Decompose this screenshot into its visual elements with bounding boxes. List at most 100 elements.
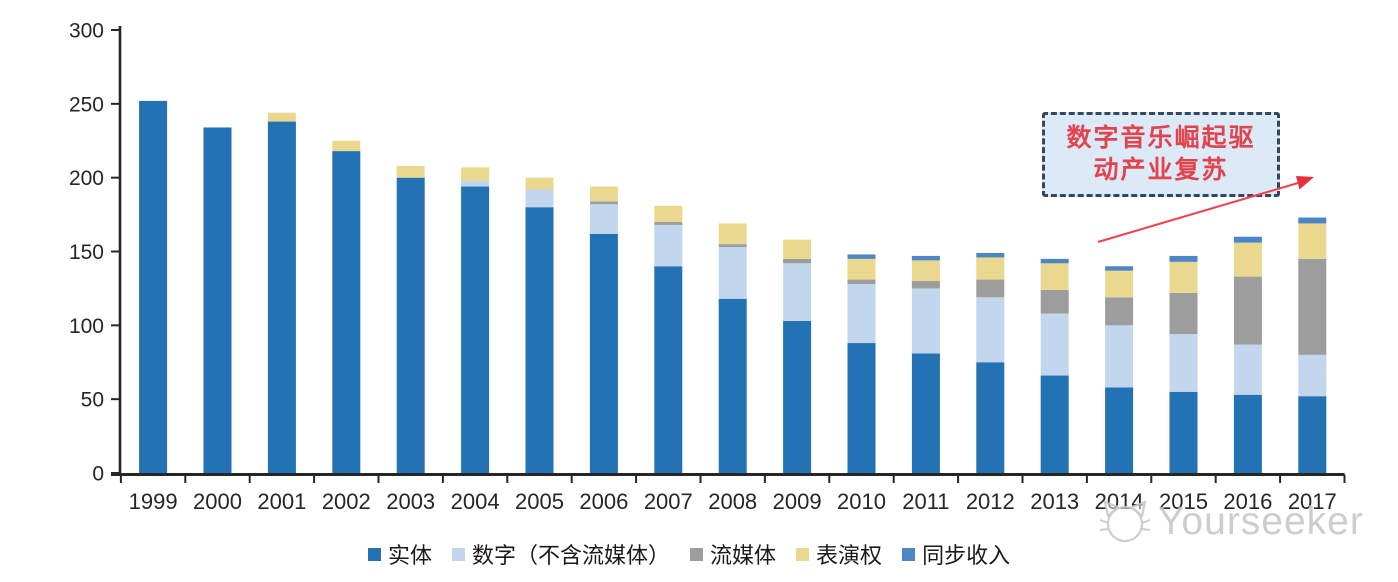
bar-segment-2017 [1298,217,1327,224]
legend-item-2: 数字（不含流媒体） [452,538,670,570]
watermark-text: Yourseeker [1158,500,1364,543]
y-axis: 0 50 100 150 200 250 300 [69,20,120,486]
bar-segment-2000 [203,127,232,474]
annotation-callout-box: 数字音乐崛起驱 动产业复苏 [1042,112,1280,197]
x-axis-tick-label: 2017 [1288,489,1337,514]
bar-segment-2010 [847,343,876,473]
bar-segment-2013 [1040,375,1069,473]
bar-segment-2010 [847,279,876,284]
bar-segment-2017 [1298,396,1327,473]
bar-segment-2005 [525,177,554,190]
legend-item-5: 同步收入 [902,538,1010,570]
bar-segment-2017 [1298,354,1327,397]
x-axis-tick-label: 2001 [257,489,306,514]
legend-item-3: 流媒体 [690,538,776,570]
bars-group [139,100,1327,474]
bar-segment-2007 [654,224,683,267]
x-axis-tick-label: 2012 [966,489,1015,514]
y-axis-tick-label: 150 [69,241,104,264]
legend-marker [902,547,916,561]
x-axis-tick-label: 2007 [644,489,693,514]
bar-segment-2010 [847,283,876,344]
bar-segment-2009 [783,263,812,321]
x-axis-tick-label: 2002 [322,489,371,514]
bar-segment-2003 [396,165,425,178]
legend-marker [690,547,704,561]
bar-segment-2006 [589,201,618,205]
bar-segment-2008 [718,298,747,473]
bar-segment-2007 [654,205,683,222]
bar-segment-2004 [461,186,490,473]
legend-label: 表演权 [816,543,883,568]
bar-segment-2011 [911,288,940,354]
bar-segment-2012 [976,297,1005,363]
x-axis-tick-label: 2004 [451,489,500,514]
bar-segment-2004 [461,180,490,187]
bar-segment-2012 [976,252,1005,258]
x-axis-labels: 1999 2000 2001 2002 2003 2004 2005 2006 2007 2008… [129,489,1337,514]
bar-segment-2014 [1105,266,1134,271]
bar-segment-2016 [1233,394,1262,473]
x-axis-tick-label: 2013 [1030,489,1079,514]
bar-segment-2006 [589,186,618,202]
x-axis-tick-label: 1999 [129,489,178,514]
annotation-text-line1: 数字音乐崛起驱 [1066,124,1256,152]
bar-segment-2012 [976,279,1005,298]
y-axis-tick-label: 0 [92,463,104,486]
y-axis-tick-label: 100 [69,315,104,338]
bar-segment-2011 [911,353,940,473]
bar-segment-1999 [139,100,168,473]
x-axis-tick-label: 2006 [579,489,628,514]
bar-segment-2011 [911,281,940,289]
x-axis-tick-label: 2008 [708,489,757,514]
bar-segment-2009 [783,239,812,259]
bar-segment-2008 [718,223,747,245]
bar-segment-2011 [911,255,940,261]
bar-segment-2016 [1233,242,1262,277]
bar-segment-2007 [654,266,683,473]
x-axis-tick-label: 2005 [515,489,564,514]
bar-segment-2016 [1233,276,1262,345]
bar-segment-2012 [976,362,1005,473]
yourseeker-cat-logo-icon [1099,500,1151,543]
bar-segment-2015 [1169,292,1198,335]
x-axis-tick-label: 2011 [902,489,949,514]
bar-segment-2004 [461,167,490,181]
bar-segment-2002 [332,140,361,152]
bar-segment-2009 [783,320,812,473]
bar-segment-2008 [718,244,747,248]
legend-item-1: 实体 [368,538,432,570]
annotation-text-line2: 动产业复苏 [1093,156,1229,184]
x-axis-tick-label: 2009 [773,489,822,514]
x-axis-tick-label: 2003 [386,489,435,514]
y-axis-tick-label: 50 [81,389,104,412]
bar-segment-2017 [1298,258,1327,355]
bar-segment-2011 [911,260,940,282]
x-axis-tick-label: 2015 [1159,489,1208,514]
bar-segment-2005 [525,207,554,473]
legend-label: 同步收入 [922,543,1011,568]
bar-segment-2016 [1233,344,1262,395]
bar-segment-2012 [976,257,1005,280]
bar-segment-2006 [589,204,618,234]
bar-segment-2017 [1298,223,1327,259]
bar-segment-2009 [783,258,812,264]
bar-segment-2015 [1169,334,1198,392]
bar-segment-2003 [396,177,425,473]
bar-segment-2015 [1169,261,1198,293]
y-axis-tick-label: 200 [69,167,104,190]
bar-segment-2013 [1040,258,1069,264]
legend-label: 数字（不含流媒体） [472,543,671,568]
legend-label: 流媒体 [710,543,777,568]
bar-segment-2001 [267,112,296,122]
bar-segment-2001 [267,121,296,473]
x-axis-tick-label: 2000 [193,489,242,514]
watermark: Yourseeker [1098,498,1364,546]
bar-segment-2014 [1105,297,1134,326]
bar-segment-2014 [1105,325,1134,388]
legend-item-4: 表演权 [796,538,882,570]
y-axis-tick-label: 250 [69,93,104,116]
bar-segment-2010 [847,258,876,280]
bar-segment-2014 [1105,387,1134,473]
